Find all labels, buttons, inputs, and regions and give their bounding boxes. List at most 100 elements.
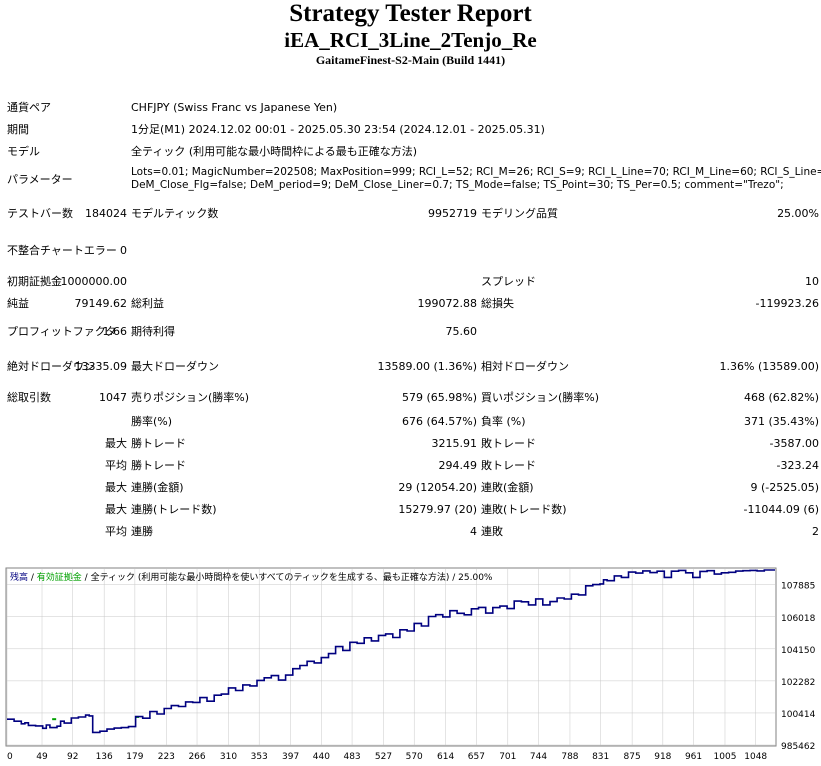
- period-value: 1分足(M1) 2024.12.02 00:01 - 2025.05.30 23…: [131, 122, 545, 136]
- bars-value: 184024: [85, 206, 127, 220]
- deposit-value: 1000000.00: [60, 274, 127, 288]
- short-value: 579 (65.98%): [401, 390, 477, 404]
- largest-win-value: 3215.91: [431, 436, 478, 450]
- x-tick-label: 49: [36, 752, 48, 762]
- x-tick-label: 657: [468, 752, 485, 762]
- params-line-1: Lots=0.01; MagicNumber=202508; MaxPositi…: [131, 166, 821, 178]
- average-prefix: 平均: [105, 458, 127, 472]
- y-tick-label: 985462: [781, 742, 815, 752]
- win-rate-label: 勝率(%): [131, 414, 173, 428]
- x-tick-label: 92: [67, 752, 78, 762]
- series-layer: [7, 569, 775, 734]
- gross-profit-label: 総利益: [131, 296, 164, 310]
- x-tick-label: 483: [343, 752, 360, 762]
- y-tick-label: 1041500: [781, 646, 816, 656]
- avg-loss-label: 敗トレード: [481, 458, 536, 472]
- avg-consec-wins-value: 4: [470, 524, 477, 538]
- avg-win-label: 勝トレード: [131, 458, 186, 472]
- max-consec-losses-value: 9 (-2525.05): [750, 480, 820, 494]
- ticks-label: モデルティック数: [131, 206, 219, 220]
- legend-sep-2: /: [82, 573, 91, 583]
- net-value: 79149.62: [74, 296, 128, 310]
- max-dd-label: 最大ドローダウン: [131, 359, 219, 373]
- spread-value: 10: [805, 274, 820, 288]
- long-label: 買いポジション(勝率%): [481, 390, 600, 404]
- max-prefix: 最大: [105, 480, 127, 494]
- max-consec-loss-label: 連敗(トレード数): [481, 502, 567, 516]
- quality-label: モデリング品質: [481, 206, 558, 220]
- avg-consec-losses-value: 2: [812, 524, 820, 538]
- pf-label: プロフィットファクタ: [7, 324, 117, 338]
- x-tick-label: 701: [499, 752, 516, 762]
- max-consec-wins-label: 連勝(金額): [131, 480, 184, 494]
- win-rate-value: 676 (64.57%): [401, 414, 477, 428]
- legend-balance: 残高: [10, 571, 28, 583]
- x-tick-label: 136: [96, 752, 113, 762]
- gross-loss-label: 総損失: [481, 296, 514, 310]
- average-prefix-2: 平均: [105, 524, 127, 538]
- quality-value: 25.00%: [777, 206, 820, 220]
- y-tick-label: 1004141: [781, 710, 816, 720]
- pair-value: CHFJPY (Swiss Franc vs Japanese Yen): [131, 100, 338, 114]
- rel-dd-value: 1.36% (13589.00): [719, 359, 820, 373]
- largest-win-label: 勝トレード: [131, 436, 186, 450]
- max-consec-loss-value: -11044.09 (6): [743, 502, 820, 516]
- abs-dd-label: 絶対ドローダウン: [7, 359, 95, 373]
- legend-sep-1: /: [28, 573, 37, 583]
- report-table: 通貨ペア CHFJPY (Swiss Franc vs Japanese Yen…: [5, 96, 821, 542]
- gross-profit-value: 199072.88: [417, 296, 478, 310]
- short-label: 売りポジション(勝率%): [131, 390, 250, 404]
- x-tick-label: 875: [624, 752, 641, 762]
- x-tick-label: 1048: [744, 752, 767, 762]
- y-tick-label: 1060180: [781, 614, 816, 624]
- legend: 残高 / 有効証拠金 / 全ティック (利用可能な最小時間枠を使いすべてのティッ…: [10, 571, 493, 583]
- x-tick-label: 179: [126, 752, 143, 762]
- max-consec-profit-label: 連勝(トレード数): [131, 502, 217, 516]
- legend-equity: 有効証拠金: [37, 571, 82, 583]
- chart-grid: [6, 569, 775, 746]
- x-tick-label: 266: [188, 752, 205, 762]
- ticks-value: 9952719: [428, 206, 477, 220]
- max-consec-wins-value: 29 (12054.20): [398, 480, 477, 494]
- model-label: モデル: [7, 144, 40, 158]
- x-tick-label: 744: [530, 752, 547, 762]
- plot-frame: [5, 567, 777, 747]
- x-tick-label: 440: [313, 752, 330, 762]
- largest-loss-value: -3587.00: [769, 436, 820, 450]
- x-tick-label: 831: [592, 752, 609, 762]
- mismatch-label: 不整合チャートエラー: [7, 243, 117, 257]
- deposit-label: 初期証拠金: [7, 274, 62, 288]
- expected-value: 75.60: [445, 324, 478, 338]
- abs-dd-value: 13335.09: [74, 359, 128, 373]
- balance-chart: 残高 / 有効証拠金 / 全ティック (利用可能な最小時間枠を使いすべてのティッ…: [5, 567, 816, 766]
- legend-quality: 25.00%: [458, 573, 493, 583]
- pair-label: 通貨ペア: [7, 100, 51, 114]
- report-title: Strategy Tester Report: [289, 0, 532, 27]
- x-tick-label: 788: [561, 752, 578, 762]
- avg-consec-wins-label: 連勝: [131, 524, 153, 538]
- net-label: 純益: [7, 296, 29, 310]
- expert-name: iEA_RCI_3Line_2Tenjo_Re: [284, 28, 537, 52]
- long-value: 468 (62.82%): [743, 390, 820, 404]
- expected-label: 期待利得: [131, 324, 175, 338]
- period-label: 期間: [7, 122, 29, 136]
- pf-value: 1.66: [102, 324, 128, 338]
- x-tick-label: 223: [158, 752, 175, 762]
- x-axis-ticks: 0 49 92 136 179 223 266 310 353 397 440 483 527 570 61…: [7, 752, 767, 762]
- trades-value: 1047: [99, 390, 127, 404]
- spread-label: スプレッド: [481, 274, 536, 288]
- x-tick-label: 1005: [714, 752, 737, 762]
- gross-loss-value: -119923.26: [755, 296, 820, 310]
- rel-dd-label: 相対ドローダウン: [481, 359, 569, 373]
- avg-loss-value: -323.24: [776, 458, 820, 472]
- bars-label: テストバー数: [7, 206, 73, 220]
- max-consec-profit-value: 15279.97 (20): [398, 502, 477, 516]
- x-tick-label: 310: [220, 752, 237, 762]
- mismatch-value: 0: [120, 243, 127, 257]
- largest-loss-label: 敗トレード: [481, 436, 536, 450]
- legend-model: 全ティック (利用可能な最小時間枠を使いすべてのティックを生成する、最も正確な方…: [91, 571, 450, 583]
- model-value: 全ティック (利用可能な最小時間枠による最も正確な方法): [131, 144, 418, 158]
- params-label: パラメーター: [7, 172, 73, 186]
- max-prefix-2: 最大: [105, 502, 127, 516]
